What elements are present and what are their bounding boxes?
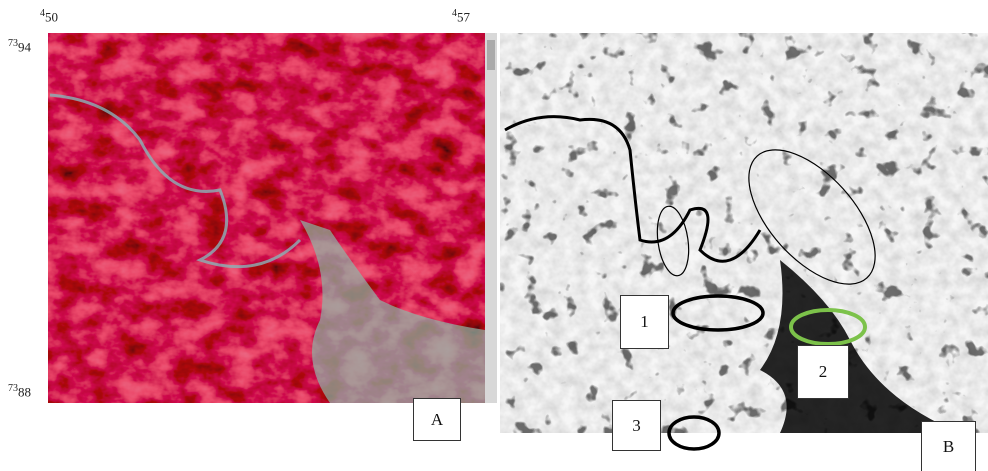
scrollbar[interactable] [485,33,497,403]
coordinate-label: 7388 [8,383,31,400]
dark-patches [500,33,988,433]
imagery [0,0,988,471]
panel-label: B [921,421,976,471]
marker-label: 2 [797,345,849,399]
coordinate-label: 7394 [8,38,31,55]
marker-label: 3 [612,400,661,451]
figure: 450 457 7394 7388 A B 1 2 3 [0,0,988,471]
marker-label: 1 [620,295,669,349]
coordinate-label: 457 [452,8,470,25]
coordinate-label: 450 [40,8,58,25]
scrollbar-thumb[interactable] [487,40,495,70]
panel-label: A [413,398,461,441]
